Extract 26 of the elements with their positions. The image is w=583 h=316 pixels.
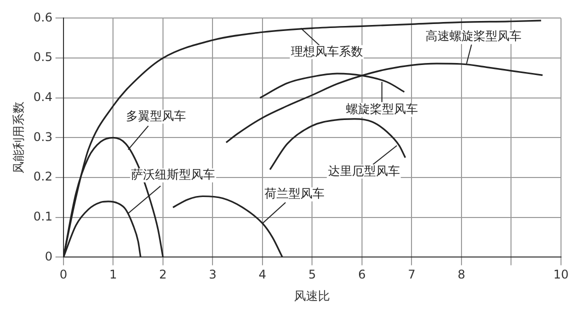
y-tick-label: 0.2 (33, 170, 52, 184)
x-tick-label: 10 (553, 268, 569, 282)
y-axis-title: 风能利用系数 (11, 102, 26, 174)
annotation: 螺旋桨型风车 (346, 102, 418, 116)
annotation: 理想风车系数 (290, 44, 363, 58)
x-tick-label: 8 (458, 268, 466, 282)
x-tick-label: 1 (109, 268, 118, 282)
x-tick-label: 7 (408, 268, 416, 282)
x-tick-label: 2 (159, 268, 167, 282)
y-tick-label: 0 (44, 249, 52, 264)
annotation: 多翼型风车 (126, 108, 186, 123)
annotation: 达里厄型风车 (328, 164, 400, 178)
y-tick-label: 0.5 (33, 50, 52, 64)
x-axis-title: 风速比 (294, 288, 330, 303)
x-tick-label: 3 (208, 268, 217, 282)
annotation: 萨沃纽斯型风车 (131, 168, 216, 182)
annotation: 高速螺旋桨型风车 (425, 29, 522, 44)
y-tick-label: 0.4 (33, 90, 52, 104)
y-tick-label: 0.1 (33, 209, 52, 224)
y-tick-label: 0.6 (33, 10, 52, 24)
x-tick-label: 4 (258, 268, 266, 282)
x-tick-label: 6 (358, 268, 366, 282)
y-tick-label: 0.3 (33, 130, 52, 144)
x-tick-label: 0 (60, 268, 68, 282)
x-tick-label: 5 (308, 268, 316, 282)
annotation: 荷兰型风车 (264, 186, 324, 200)
